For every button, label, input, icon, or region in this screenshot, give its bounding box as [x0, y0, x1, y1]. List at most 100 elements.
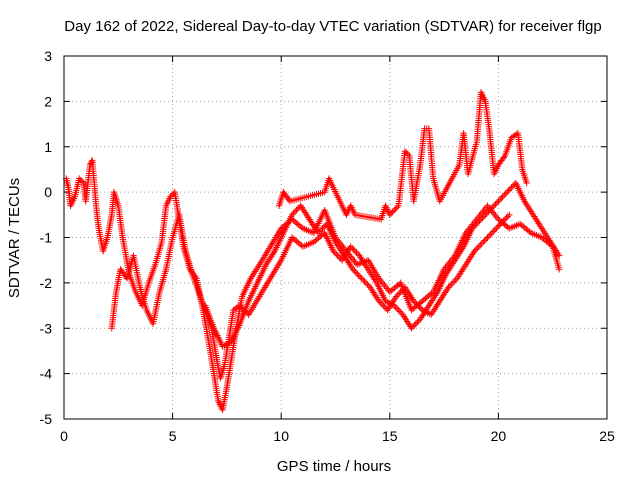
- data-point: [358, 275, 365, 282]
- data-point: [393, 293, 400, 300]
- data-point: [487, 205, 495, 212]
- data-point: [353, 249, 360, 256]
- data-point: [500, 191, 508, 199]
- data-point: [411, 299, 419, 306]
- data-point: [446, 282, 454, 290]
- data-point: [503, 214, 510, 222]
- data-point: [477, 216, 485, 223]
- data-point: [414, 319, 421, 326]
- data-point: [88, 158, 95, 166]
- data-point: [471, 247, 478, 255]
- y-tick-label: -1: [40, 230, 53, 246]
- data-point: [482, 235, 490, 243]
- data-point: [398, 309, 405, 317]
- data-point: [480, 213, 488, 220]
- y-tick-label: -5: [40, 411, 53, 427]
- data-point: [473, 220, 480, 228]
- data-point: [76, 175, 83, 182]
- data-point: [396, 290, 403, 297]
- data-point: [491, 226, 498, 234]
- data-point: [395, 306, 402, 314]
- data-point: [472, 246, 480, 253]
- data-point: [354, 270, 361, 277]
- x-tick-label: 0: [60, 428, 68, 444]
- data-point: [487, 231, 494, 238]
- data-point: [397, 288, 404, 296]
- grid-lines: [64, 56, 607, 419]
- data-point: [479, 238, 487, 246]
- y-tick-label: 0: [44, 184, 52, 200]
- data-point: [351, 247, 359, 255]
- data-point: [474, 219, 482, 226]
- x-tick-label: 25: [599, 428, 615, 444]
- data-point: [498, 194, 505, 202]
- data-point: [392, 205, 399, 212]
- data-point: [386, 211, 393, 219]
- data-points: [62, 89, 563, 414]
- data-point: [348, 244, 356, 252]
- data-point: [356, 273, 364, 281]
- data-point: [392, 303, 399, 311]
- data-point: [483, 210, 491, 217]
- data-point: [404, 151, 412, 158]
- data-point: [492, 201, 499, 208]
- data-point: [394, 291, 401, 299]
- data-point: [495, 222, 503, 229]
- data-point: [333, 250, 340, 258]
- data-point: [479, 214, 486, 222]
- data-point: [403, 149, 410, 156]
- data-point: [375, 297, 383, 305]
- y-tick-label: 1: [44, 139, 52, 155]
- data-point: [380, 302, 387, 309]
- data-point: [490, 228, 497, 235]
- data-point: [505, 187, 512, 194]
- data-point: [494, 223, 501, 231]
- data-point: [412, 320, 420, 327]
- data-point: [351, 267, 358, 274]
- data-point: [347, 243, 354, 250]
- series-track-2: [108, 179, 563, 382]
- data-point: [78, 178, 86, 185]
- data-point: [509, 182, 517, 190]
- data-point: [474, 244, 481, 252]
- data-point: [168, 191, 176, 199]
- data-point: [493, 225, 500, 232]
- data-point: [489, 204, 496, 211]
- data-point: [416, 303, 423, 311]
- data-point: [377, 299, 384, 306]
- data-point: [502, 190, 509, 197]
- data-point: [498, 219, 506, 226]
- chart-title: Day 162 of 2022, Sidereal Day-to-day VTE…: [64, 18, 601, 35]
- data-point: [317, 226, 325, 234]
- data-point: [364, 281, 371, 288]
- data-point: [393, 305, 401, 312]
- data-point: [233, 304, 240, 312]
- data-point: [230, 306, 237, 314]
- data-point: [508, 134, 515, 141]
- data-point: [319, 225, 326, 232]
- data-point: [414, 302, 422, 309]
- y-tick-label: 2: [44, 93, 52, 109]
- data-point: [354, 250, 362, 258]
- data-point: [486, 207, 493, 214]
- data-point: [349, 266, 357, 273]
- data-point: [298, 223, 305, 231]
- data-point: [481, 237, 488, 244]
- data-point: [485, 208, 492, 215]
- data-point: [77, 176, 84, 184]
- data-point: [501, 216, 509, 223]
- data-point: [355, 272, 362, 279]
- data-point: [352, 269, 359, 276]
- data-point: [231, 305, 239, 313]
- data-point: [504, 213, 512, 220]
- series-track-3: [201, 202, 513, 350]
- data-point: [506, 185, 514, 193]
- data-point: [415, 317, 422, 324]
- data-point: [449, 279, 456, 287]
- data-point: [472, 222, 479, 229]
- data-point: [493, 199, 501, 206]
- data-point: [401, 148, 409, 155]
- y-tick-label: -2: [40, 275, 53, 291]
- data-point: [350, 246, 357, 253]
- data-point: [362, 279, 370, 287]
